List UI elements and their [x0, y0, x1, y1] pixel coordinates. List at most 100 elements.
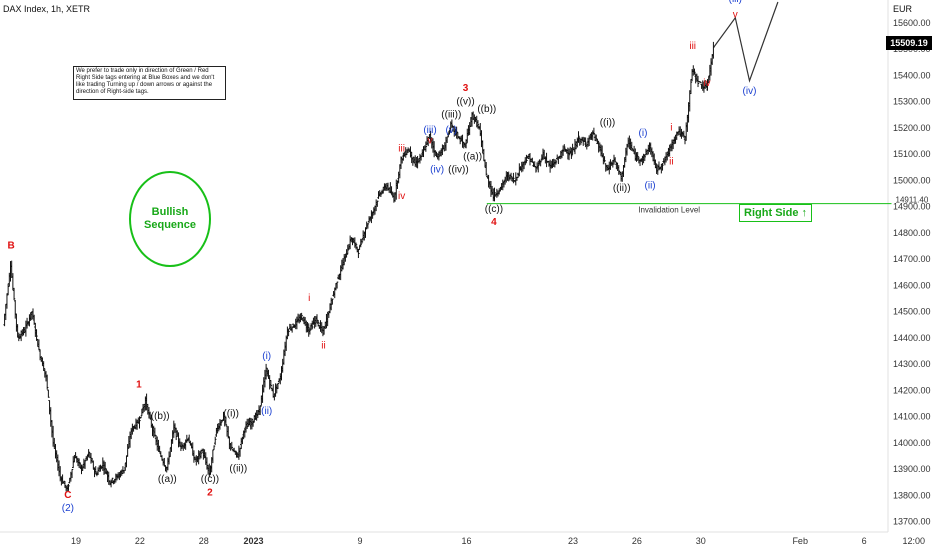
ohlc-bar [359, 238, 362, 248]
x-tick-label: Feb [792, 536, 808, 546]
y-tick-label: 15300.00 [893, 97, 931, 107]
wave-label: i [308, 293, 310, 304]
ohlc-bar [509, 172, 513, 180]
ohlc-bar [643, 154, 646, 161]
trading-note: We prefer to trade only in direction of … [73, 66, 226, 100]
ohlc-bar [354, 242, 358, 250]
wave-label: ((c)) [201, 474, 219, 485]
wave-label: ii [321, 340, 325, 351]
wave-labels: B C (2) 1 ((b)) ((a)) ((c)) 2 ((i)) ((ii)) (i) (ii)… [7, 0, 756, 514]
ohlc-bar [331, 298, 334, 305]
ohlc-bar [567, 148, 571, 161]
wave-label: ((b)) [151, 411, 170, 422]
invalidation-label: Invalidation Level [638, 206, 700, 215]
ohlc-bar [512, 172, 515, 184]
wave-label: (i) [639, 128, 648, 139]
wave-label: (ii) [645, 180, 656, 191]
wave-label: ((i)) [600, 117, 616, 128]
ohlc-bar [346, 244, 349, 255]
ohlc-bar [603, 156, 606, 163]
x-tick-label: 16 [461, 536, 471, 546]
wave-label: ((v)) [456, 96, 474, 107]
x-tick-label: 9 [357, 536, 362, 546]
ohlc-bar [276, 382, 280, 390]
x-tick-label: 6 [862, 536, 867, 546]
y-tick-label: 15000.00 [893, 175, 931, 185]
wave-label: iv [703, 78, 710, 89]
ohlc-bar [227, 426, 230, 439]
wave-label: (iv) [743, 86, 757, 97]
ohlc-bar [138, 416, 141, 429]
ohlc-bar [219, 419, 223, 426]
ohlc-bar [360, 238, 364, 244]
wave-label: iii [689, 41, 696, 52]
ohlc-bar [563, 144, 566, 152]
wave-label: B [7, 241, 14, 252]
bullish-text: Bullish Sequence [144, 206, 196, 231]
ohlc-bar [335, 281, 339, 289]
wave-label: ((a)) [158, 474, 177, 485]
ohlc-bar [661, 163, 664, 171]
wave-label: iv [398, 191, 405, 202]
ohlc-bar [45, 374, 49, 390]
ohlc-bar [493, 187, 496, 202]
y-tick-label: 13800.00 [893, 490, 931, 500]
ohlc-bar [47, 389, 50, 398]
chart-title: DAX Index, 1h, XETR [3, 4, 91, 14]
y-tick-label: 14400.00 [893, 333, 931, 343]
y-tick-label: 15600.00 [893, 18, 931, 28]
ohlc-bar [424, 141, 428, 152]
ohlc-bar [311, 320, 314, 330]
wave-label: (i) [262, 351, 271, 362]
y-tick-label: 14700.00 [893, 254, 931, 264]
ohlc-bar [139, 416, 142, 419]
wave-label: ((ii)) [613, 183, 631, 194]
wave-label: ((ii)) [229, 464, 247, 475]
y-tick-label: 14000.00 [893, 438, 931, 448]
ohlc-bar [208, 463, 211, 478]
last-price-tag: 15509.19 [886, 36, 932, 50]
ohlc-bar [230, 441, 233, 449]
ohlc-bar [269, 380, 273, 389]
ohlc-bar [539, 160, 542, 167]
ohlc-bar [525, 154, 528, 163]
ohlc-bar [617, 165, 620, 175]
right-side-label: Right Side [744, 207, 799, 219]
y-tick-label: 14900.00 [893, 202, 931, 212]
wave-label: 3 [463, 83, 469, 94]
x-tick-label: 30 [696, 536, 706, 546]
ohlc-bar [570, 147, 573, 159]
time-axis[interactable]: 19 22 28 2023 9 16 23 26 30 Feb 6 12:00 [71, 536, 925, 546]
ohlc-bar [592, 127, 596, 135]
wave-label: (iii) [423, 125, 436, 136]
ohlc-bar [577, 131, 580, 143]
y-tick-label: 15400.00 [893, 70, 931, 80]
ohlc-bar [554, 159, 558, 165]
wave-label: ((b)) [477, 104, 496, 115]
y-tick-label: 13900.00 [893, 464, 931, 474]
ohlc-bar [524, 157, 527, 166]
ohlc-bar [434, 150, 437, 156]
ohlc-bar [229, 442, 232, 451]
ohlc-bar [199, 449, 203, 459]
wave-label: (2) [62, 503, 74, 514]
ohlc-bar [214, 436, 217, 445]
ohlc-bar [485, 162, 488, 176]
ohlc-bar [174, 427, 178, 441]
ohlc-bar [595, 134, 598, 142]
y-tick-label: 13700.00 [893, 517, 931, 527]
projection-path [713, 1, 779, 83]
wave-label: ((i)) [223, 409, 239, 420]
ohlc-bar [258, 406, 262, 416]
ohlc-bar [689, 79, 693, 95]
wave-label: ((a)) [463, 151, 482, 162]
y-tick-label: 14100.00 [893, 412, 931, 422]
ohlc-bar [12, 287, 16, 301]
wave-label: v [428, 136, 433, 147]
wave-label: i [670, 123, 672, 134]
currency-label: EUR [893, 4, 913, 14]
wave-label: 4 [491, 217, 497, 228]
wave-label: v [733, 10, 738, 21]
wave-label: (iii) [729, 0, 742, 5]
